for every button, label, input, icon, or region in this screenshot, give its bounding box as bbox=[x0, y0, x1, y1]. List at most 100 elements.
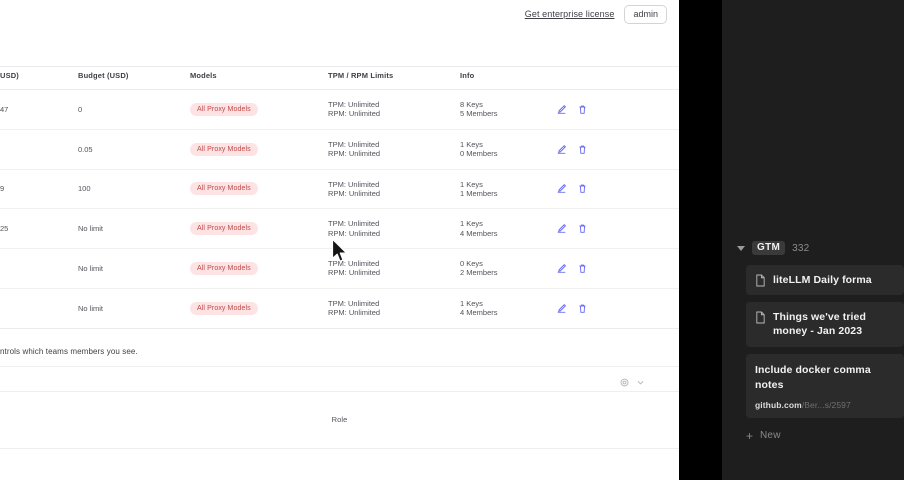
top-bar: Get enterprise license admin bbox=[0, 0, 679, 28]
col-header-role: Role bbox=[331, 415, 348, 424]
note-link-url[interactable]: github.com/Ber...s/2597 bbox=[755, 400, 895, 410]
note-link-title: Include docker comma notes bbox=[755, 363, 871, 391]
cell-limits: TPM: Unlimited RPM: Unlimited bbox=[328, 248, 460, 289]
col-header-info: Info bbox=[460, 67, 556, 90]
rpm-value: RPM: Unlimited bbox=[328, 228, 381, 238]
tpm-value: TPM: Unlimited bbox=[328, 259, 380, 268]
keys-count: 8 Keys bbox=[460, 100, 483, 109]
members-count: 4 Members bbox=[460, 308, 498, 318]
table-row[interactable]: No limit All Proxy Models TPM: Unlimited… bbox=[0, 288, 679, 329]
cell-actions bbox=[556, 208, 679, 249]
note-card-doc-2[interactable]: Things we've tried money - Jan 2023 bbox=[746, 302, 904, 347]
cell-models: All Proxy Models bbox=[190, 89, 328, 130]
col-header-actions bbox=[556, 67, 679, 90]
group-tag-badge[interactable]: GTM bbox=[752, 241, 786, 255]
cell-limits: TPM: Unlimited RPM: Unlimited bbox=[328, 89, 460, 130]
rpm-value: RPM: Unlimited bbox=[328, 268, 381, 278]
tpm-value: TPM: Unlimited bbox=[328, 219, 380, 229]
members-filter-bar bbox=[0, 365, 679, 392]
edit-icon[interactable] bbox=[556, 263, 567, 274]
keys-count: 0 Keys bbox=[460, 259, 483, 268]
group-item-count: 332 bbox=[792, 242, 810, 254]
members-helper-text: ntrols which teams members you see. bbox=[0, 346, 138, 356]
members-count: 0 Members bbox=[460, 149, 498, 159]
col-header-limits: TPM / RPM Limits bbox=[328, 67, 460, 90]
notes-panel: GTM 332 liteLLM Daily forma Things we've… bbox=[722, 0, 904, 480]
cell-budget: No limit bbox=[78, 288, 190, 329]
delete-icon[interactable] bbox=[577, 183, 588, 194]
cell-budget: 100 bbox=[78, 169, 190, 210]
models-badge: All Proxy Models bbox=[190, 182, 258, 196]
note-card-doc-1[interactable]: liteLLM Daily forma bbox=[746, 265, 904, 296]
top-divider bbox=[0, 66, 679, 67]
cell-actions bbox=[556, 248, 679, 289]
cell-actions bbox=[556, 129, 679, 170]
cell-models: All Proxy Models bbox=[190, 169, 328, 210]
col-header-models: Models bbox=[190, 67, 328, 90]
cell-actions bbox=[556, 89, 679, 130]
new-note-label: New bbox=[760, 430, 781, 442]
members-count: 4 Members bbox=[460, 228, 498, 238]
cell-spend bbox=[0, 248, 78, 289]
cell-budget: No limit bbox=[78, 248, 190, 289]
members-count: 1 Members bbox=[460, 188, 498, 198]
tpm-value: TPM: Unlimited bbox=[328, 298, 380, 308]
keys-count: 1 Keys bbox=[460, 139, 483, 149]
table-row[interactable]: 47 0 All Proxy Models TPM: Unlimited RPM… bbox=[0, 89, 679, 130]
cell-limits: TPM: Unlimited RPM: Unlimited bbox=[328, 288, 460, 329]
table-row[interactable]: No limit All Proxy Models TPM: Unlimited… bbox=[0, 248, 679, 289]
chevron-down-icon[interactable] bbox=[636, 374, 645, 385]
keys-count: 1 Keys bbox=[460, 179, 483, 189]
header-row: USD) Budget (USD) Models TPM / RPM Limit… bbox=[0, 67, 679, 90]
col-header-budget: Budget (USD) bbox=[78, 67, 190, 90]
gear-icon[interactable] bbox=[620, 374, 629, 387]
teams-table-body: 47 0 All Proxy Models TPM: Unlimited RPM… bbox=[0, 89, 679, 329]
table-row[interactable]: 0.05 All Proxy Models TPM: Unlimited RPM… bbox=[0, 129, 679, 170]
table-row[interactable]: 25 No limit All Proxy Models TPM: Unlimi… bbox=[0, 208, 679, 249]
document-icon bbox=[755, 311, 766, 324]
cell-info: 1 Keys 4 Members bbox=[460, 288, 556, 329]
members-section: ntrols which teams members you see. Role bbox=[0, 329, 679, 449]
triangle-collapse-icon[interactable] bbox=[737, 245, 745, 251]
members-table-header: Role bbox=[0, 392, 679, 449]
tpm-value: TPM: Unlimited bbox=[328, 139, 380, 149]
cell-spend: 9 bbox=[0, 169, 78, 210]
tpm-value: TPM: Unlimited bbox=[328, 179, 380, 189]
admin-user-chip[interactable]: admin bbox=[624, 4, 667, 24]
cell-info: 8 Keys 5 Members bbox=[460, 89, 556, 130]
models-badge: All Proxy Models bbox=[190, 102, 258, 116]
plus-icon: + bbox=[746, 428, 754, 443]
note-card-link[interactable]: Include docker comma notes github.com/Be… bbox=[746, 353, 904, 418]
delete-icon[interactable] bbox=[577, 263, 588, 274]
note-card-title: liteLLM Daily forma bbox=[773, 274, 872, 286]
delete-icon[interactable] bbox=[577, 104, 588, 115]
tpm-value: TPM: Unlimited bbox=[328, 100, 380, 109]
note-card-title: Things we've tried money - Jan 2023 bbox=[773, 311, 866, 338]
cell-budget: 0 bbox=[78, 89, 190, 130]
litellm-admin-pane: Get enterprise license admin USD) Budget… bbox=[0, 0, 679, 449]
new-note-button[interactable]: + New bbox=[746, 430, 904, 442]
cell-actions bbox=[556, 169, 679, 210]
get-enterprise-license-link[interactable]: Get enterprise license bbox=[524, 9, 615, 19]
delete-icon[interactable] bbox=[577, 303, 588, 314]
edit-icon[interactable] bbox=[556, 104, 567, 115]
cell-spend bbox=[0, 288, 78, 329]
rpm-value: RPM: Unlimited bbox=[328, 308, 381, 318]
cell-models: All Proxy Models bbox=[190, 129, 328, 170]
edit-icon[interactable] bbox=[556, 144, 567, 155]
cell-info: 1 Keys 0 Members bbox=[460, 129, 556, 170]
rpm-value: RPM: Unlimited bbox=[328, 109, 381, 119]
edit-icon[interactable] bbox=[556, 303, 567, 314]
delete-icon[interactable] bbox=[577, 223, 588, 234]
cell-budget: 0.05 bbox=[78, 129, 190, 170]
keys-count: 1 Keys bbox=[460, 219, 483, 229]
notes-group-header[interactable]: GTM 332 bbox=[722, 238, 904, 258]
delete-icon[interactable] bbox=[577, 144, 588, 155]
cell-limits: TPM: Unlimited RPM: Unlimited bbox=[328, 208, 460, 249]
table-row[interactable]: 9 100 All Proxy Models TPM: Unlimited RP… bbox=[0, 169, 679, 210]
edit-icon[interactable] bbox=[556, 223, 567, 234]
edit-icon[interactable] bbox=[556, 183, 567, 194]
rpm-value: RPM: Unlimited bbox=[328, 188, 381, 198]
document-icon bbox=[755, 274, 766, 287]
